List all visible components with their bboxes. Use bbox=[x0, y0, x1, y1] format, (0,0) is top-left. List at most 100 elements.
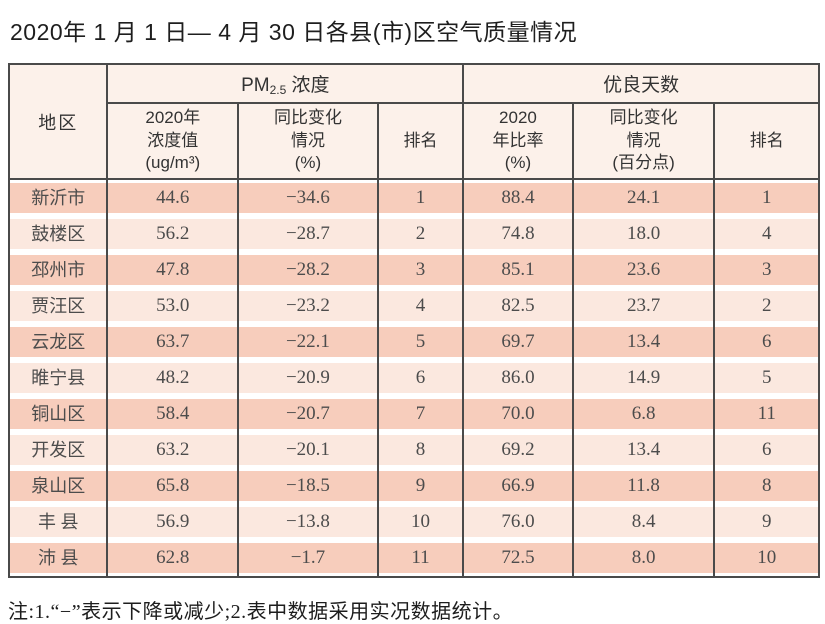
table-row: 邳州市 47.8 −28.2 3 85.1 23.6 3 bbox=[10, 252, 818, 288]
cell-pm-value: 63.2 bbox=[106, 432, 238, 468]
table-body: 新沂市 44.6 −34.6 1 88.4 24.1 1 鼓楼区 56.2 −2… bbox=[10, 180, 818, 576]
cell-good-change: 18.0 bbox=[571, 216, 714, 252]
cell-pm-change: −20.9 bbox=[237, 360, 377, 396]
table-header: 地区 PM2.5 浓度 优良天数 2020年 浓度值 (ug/m³) 同比变化 … bbox=[10, 65, 818, 180]
table-row: 云龙区 63.7 −22.1 5 69.7 13.4 6 bbox=[10, 324, 818, 360]
cell-pm-rank: 3 bbox=[376, 252, 463, 288]
cell-pm-change: −18.5 bbox=[237, 468, 377, 504]
cell-region: 丰 县 bbox=[10, 504, 107, 540]
cell-pm-rank: 6 bbox=[376, 360, 463, 396]
header-region: 地区 bbox=[10, 65, 107, 180]
cell-region: 铜山区 bbox=[10, 396, 107, 432]
cell-good-ratio: 86.0 bbox=[462, 360, 572, 396]
footnote: 注:1.“−”表示下降或减少;2.表中数据采用实况数据统计。 bbox=[8, 601, 514, 623]
cell-pm-value: 48.2 bbox=[106, 360, 238, 396]
cell-good-rank: 11 bbox=[713, 396, 818, 432]
cell-good-rank: 10 bbox=[713, 540, 818, 576]
table-row: 沛 县 62.8 −1.7 11 72.5 8.0 10 bbox=[10, 540, 818, 576]
table-row: 睢宁县 48.2 −20.9 6 86.0 14.9 5 bbox=[10, 360, 818, 396]
cell-pm-value: 62.8 bbox=[106, 540, 238, 576]
cell-good-rank: 5 bbox=[713, 360, 818, 396]
cell-pm-change: −20.1 bbox=[237, 432, 377, 468]
cell-pm-rank: 8 bbox=[376, 432, 463, 468]
header-group-row: 地区 PM2.5 浓度 优良天数 bbox=[10, 65, 818, 180]
cell-pm-value: 58.4 bbox=[106, 396, 238, 432]
header-good-rank: 排名 bbox=[713, 104, 818, 180]
cell-region: 睢宁县 bbox=[10, 360, 107, 396]
cell-good-ratio: 88.4 bbox=[462, 180, 572, 216]
table-row: 鼓楼区 56.2 −28.7 2 74.8 18.0 4 bbox=[10, 216, 818, 252]
table-row: 贾汪区 53.0 −23.2 4 82.5 23.7 2 bbox=[10, 288, 818, 324]
header-group-good-days: 优良天数 bbox=[462, 65, 818, 104]
pm25-subscript: 2.5 bbox=[269, 83, 287, 97]
cell-pm-rank: 11 bbox=[376, 540, 463, 576]
header-good-change: 同比变化 情况 (百分点) bbox=[571, 104, 714, 180]
cell-good-ratio: 69.7 bbox=[462, 324, 572, 360]
header-line: 年比率 bbox=[492, 130, 544, 150]
pm25-prefix: PM bbox=[241, 75, 270, 96]
header-line: (百分点) bbox=[612, 153, 675, 173]
cell-pm-value: 63.7 bbox=[106, 324, 238, 360]
cell-pm-change: −20.7 bbox=[237, 396, 377, 432]
cell-good-change: 11.8 bbox=[571, 468, 714, 504]
cell-pm-change: −23.2 bbox=[237, 288, 377, 324]
page-title: 2020年 1 月 1 日— 4 月 30 日各县(市)区空气质量情况 bbox=[10, 19, 578, 45]
header-good-ratio: 2020 年比率 (%) bbox=[462, 104, 572, 180]
cell-good-change: 8.0 bbox=[571, 540, 714, 576]
header-group-pm25: PM2.5 浓度 bbox=[106, 65, 463, 104]
cell-region: 沛 县 bbox=[10, 540, 107, 576]
cell-good-change: 13.4 bbox=[571, 432, 714, 468]
cell-good-ratio: 85.1 bbox=[462, 252, 572, 288]
cell-pm-rank: 1 bbox=[376, 180, 463, 216]
cell-good-rank: 9 bbox=[713, 504, 818, 540]
cell-pm-change: −28.2 bbox=[237, 252, 377, 288]
header-sub-row: 2020年 浓度值 (ug/m³) 同比变化 情况 (%) 排名 2020 年比… bbox=[10, 104, 818, 180]
header-line: (%) bbox=[504, 153, 532, 173]
cell-good-change: 6.8 bbox=[571, 396, 714, 432]
cell-region: 贾汪区 bbox=[10, 288, 107, 324]
header-line: 同比变化 bbox=[273, 108, 342, 128]
table-row: 新沂市 44.6 −34.6 1 88.4 24.1 1 bbox=[10, 180, 818, 216]
header-pm-rank: 排名 bbox=[376, 104, 463, 180]
cell-pm-rank: 4 bbox=[376, 288, 463, 324]
cell-region: 邳州市 bbox=[10, 252, 107, 288]
header-line: 2020年 bbox=[145, 108, 201, 128]
cell-good-rank: 6 bbox=[713, 432, 818, 468]
cell-good-ratio: 66.9 bbox=[462, 468, 572, 504]
cell-pm-change: −34.6 bbox=[237, 180, 377, 216]
cell-pm-value: 65.8 bbox=[106, 468, 238, 504]
header-pm-value: 2020年 浓度值 (ug/m³) bbox=[106, 104, 238, 180]
air-quality-table: 地区 PM2.5 浓度 优良天数 2020年 浓度值 (ug/m³) 同比变化 … bbox=[8, 63, 820, 578]
cell-good-change: 23.7 bbox=[571, 288, 714, 324]
table-row: 开发区 63.2 −20.1 8 69.2 13.4 6 bbox=[10, 432, 818, 468]
cell-good-change: 14.9 bbox=[571, 360, 714, 396]
cell-good-ratio: 70.0 bbox=[462, 396, 572, 432]
header-line: 2020 bbox=[499, 108, 537, 128]
cell-region: 新沂市 bbox=[10, 180, 107, 216]
cell-pm-value: 44.6 bbox=[106, 180, 238, 216]
cell-good-rank: 8 bbox=[713, 468, 818, 504]
cell-pm-rank: 5 bbox=[376, 324, 463, 360]
cell-good-rank: 3 bbox=[713, 252, 818, 288]
cell-region: 开发区 bbox=[10, 432, 107, 468]
header-line: 同比变化 bbox=[609, 108, 678, 128]
cell-region: 鼓楼区 bbox=[10, 216, 107, 252]
cell-pm-value: 53.0 bbox=[106, 288, 238, 324]
cell-good-ratio: 69.2 bbox=[462, 432, 572, 468]
cell-pm-change: −22.1 bbox=[237, 324, 377, 360]
cell-pm-rank: 7 bbox=[376, 396, 463, 432]
cell-region: 泉山区 bbox=[10, 468, 107, 504]
cell-pm-rank: 9 bbox=[376, 468, 463, 504]
cell-region: 云龙区 bbox=[10, 324, 107, 360]
cell-good-ratio: 82.5 bbox=[462, 288, 572, 324]
header-line: (ug/m³) bbox=[145, 153, 201, 173]
table-row: 丰 县 56.9 −13.8 10 76.0 8.4 9 bbox=[10, 504, 818, 540]
table-row: 泉山区 65.8 −18.5 9 66.9 11.8 8 bbox=[10, 468, 818, 504]
cell-pm-change: −1.7 bbox=[237, 540, 377, 576]
cell-good-rank: 2 bbox=[713, 288, 818, 324]
table-row: 铜山区 58.4 −20.7 7 70.0 6.8 11 bbox=[10, 396, 818, 432]
cell-good-change: 13.4 bbox=[571, 324, 714, 360]
cell-pm-value: 56.2 bbox=[106, 216, 238, 252]
header-line: 情况 bbox=[290, 130, 325, 150]
